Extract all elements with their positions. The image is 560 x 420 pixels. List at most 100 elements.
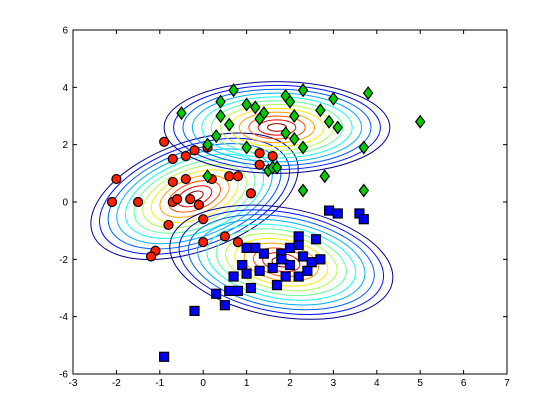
data-point-square	[254, 265, 265, 276]
data-point-diamond	[250, 100, 261, 115]
data-point-circle	[193, 199, 204, 210]
data-point-circle	[245, 188, 257, 199]
data-point-diamond	[297, 140, 309, 155]
data-point-square	[306, 257, 317, 268]
data-point-circle	[180, 151, 191, 162]
data-point-square	[293, 231, 304, 242]
data-point-diamond	[176, 106, 187, 121]
data-point-circle	[185, 194, 196, 205]
data-point-diamond	[358, 140, 370, 155]
data-point-square	[237, 259, 248, 271]
data-point-diamond	[289, 109, 300, 123]
x-tick-label: 2	[287, 378, 293, 389]
data-point-square	[358, 214, 369, 225]
x-tick-label: 0	[200, 378, 206, 389]
data-point-diamond	[241, 140, 252, 155]
contour-line	[206, 223, 357, 301]
data-point-square	[224, 285, 235, 296]
x-tick-label: 5	[417, 378, 423, 389]
data-point-square	[241, 268, 252, 279]
data-point-square	[219, 300, 230, 311]
data-point-square	[332, 208, 343, 219]
contour-line	[187, 214, 375, 311]
contour-line	[215, 228, 347, 297]
data-point-diamond	[254, 111, 265, 126]
data-point-circle	[198, 214, 209, 225]
data-point-diamond	[362, 86, 374, 101]
data-point-circle	[163, 219, 174, 231]
data-point-diamond	[280, 126, 291, 141]
data-point-diamond	[215, 109, 226, 123]
data-point-diamond	[210, 129, 222, 144]
data-point-square	[250, 242, 261, 253]
data-point-circle	[167, 153, 178, 165]
data-point-diamond	[297, 83, 309, 98]
data-point-circle	[180, 173, 191, 185]
data-point-square	[228, 271, 239, 282]
contour-line	[248, 115, 306, 140]
data-point-circle	[106, 196, 118, 208]
x-tick-label: -2	[112, 378, 121, 389]
data-point-diamond	[271, 160, 283, 175]
x-tick-label: 1	[244, 378, 250, 389]
contour-line	[169, 204, 394, 320]
data-point-circle	[111, 173, 122, 185]
data-point-circle	[232, 237, 244, 248]
data-point-square	[245, 282, 257, 294]
data-point-diamond	[358, 183, 370, 198]
data-point-diamond	[323, 114, 335, 129]
data-point-circle	[254, 148, 265, 159]
y-tick-label: 0	[62, 198, 68, 209]
data-point-circle	[224, 171, 235, 182]
data-point-square	[323, 205, 335, 216]
data-point-diamond	[289, 131, 300, 146]
data-point-diamond	[202, 137, 213, 152]
x-tick-label: 4	[374, 378, 380, 389]
contour-line	[150, 169, 239, 224]
data-point-circle	[172, 194, 183, 205]
data-point-circle	[189, 145, 200, 156]
axis-ticks: -3 -2 -1 0 1 2 3 4 5 6 7 -6 -4 -2 0 2 4 6	[59, 26, 510, 390]
data-point-diamond	[414, 114, 426, 129]
data-point-diamond	[202, 169, 213, 184]
data-point-circle	[219, 231, 230, 242]
contour-line	[159, 174, 230, 218]
y-tick-label: -6	[59, 370, 68, 381]
data-point-circle	[267, 151, 278, 162]
y-tick-label: 2	[62, 140, 68, 151]
data-point-circle	[198, 237, 209, 248]
data-point-square	[284, 242, 296, 253]
data-point-circle	[146, 251, 157, 262]
data-point-square	[310, 234, 322, 245]
data-point-diamond	[328, 91, 339, 106]
data-point-diamond	[319, 169, 330, 184]
data-point-diamond	[297, 183, 309, 198]
y-tick-label: 4	[62, 83, 68, 94]
data-point-square	[280, 271, 291, 282]
data-point-square	[211, 288, 222, 299]
x-tick-label: -3	[69, 378, 78, 389]
data-point-square	[271, 280, 283, 291]
contour-line	[197, 218, 366, 306]
contour-layer	[90, 81, 394, 320]
points-layer	[106, 83, 426, 362]
data-point-square	[276, 254, 287, 265]
data-point-square	[293, 239, 304, 251]
data-point-diamond	[215, 94, 226, 109]
contour-line	[257, 119, 297, 136]
data-point-square	[241, 242, 252, 253]
contour-line	[124, 153, 265, 239]
data-point-circle	[133, 196, 144, 208]
y-tick-label: -2	[59, 255, 68, 266]
data-point-diamond	[284, 94, 296, 109]
data-point-circle	[167, 176, 178, 188]
data-point-diamond	[332, 120, 343, 135]
data-point-diamond	[241, 97, 252, 112]
data-point-square	[189, 305, 200, 317]
contour-line	[238, 111, 316, 144]
y-tick-label: 6	[62, 26, 68, 37]
contour-line	[90, 132, 299, 260]
data-point-square	[284, 259, 296, 271]
data-point-square	[297, 251, 309, 262]
